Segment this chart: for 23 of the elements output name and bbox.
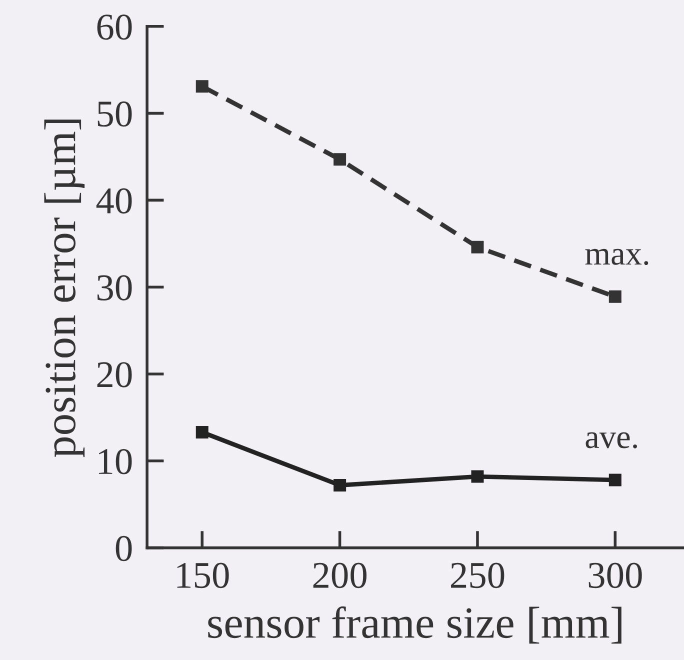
point [334, 478, 346, 492]
y-tick-label: 10 [98, 448, 132, 474]
y-axis-title: position error [µm] [44, 120, 85, 458]
point [471, 240, 484, 254]
y-tick-label: 0 [116, 536, 132, 562]
point [196, 80, 208, 93]
x-tick-label: 200 [313, 562, 367, 588]
x-tick-label: 250 [451, 562, 504, 588]
series-label: ave. [586, 432, 637, 448]
x-tick-label: 300 [588, 562, 642, 588]
x-axis-title: sensor frame size [mm] [208, 606, 622, 644]
series-label: max. [585, 248, 648, 266]
point [334, 153, 346, 166]
point [196, 426, 208, 438]
x-tick-label: 150 [177, 562, 229, 588]
point [471, 470, 484, 483]
y-tick-label: 20 [97, 362, 132, 388]
y-tick-label: 30 [97, 275, 132, 300]
point [608, 474, 622, 486]
y-tick-label: 40 [96, 188, 132, 214]
y-tick-label: 50 [98, 101, 132, 127]
y-tick-label: 60 [97, 14, 132, 40]
point [608, 290, 622, 303]
